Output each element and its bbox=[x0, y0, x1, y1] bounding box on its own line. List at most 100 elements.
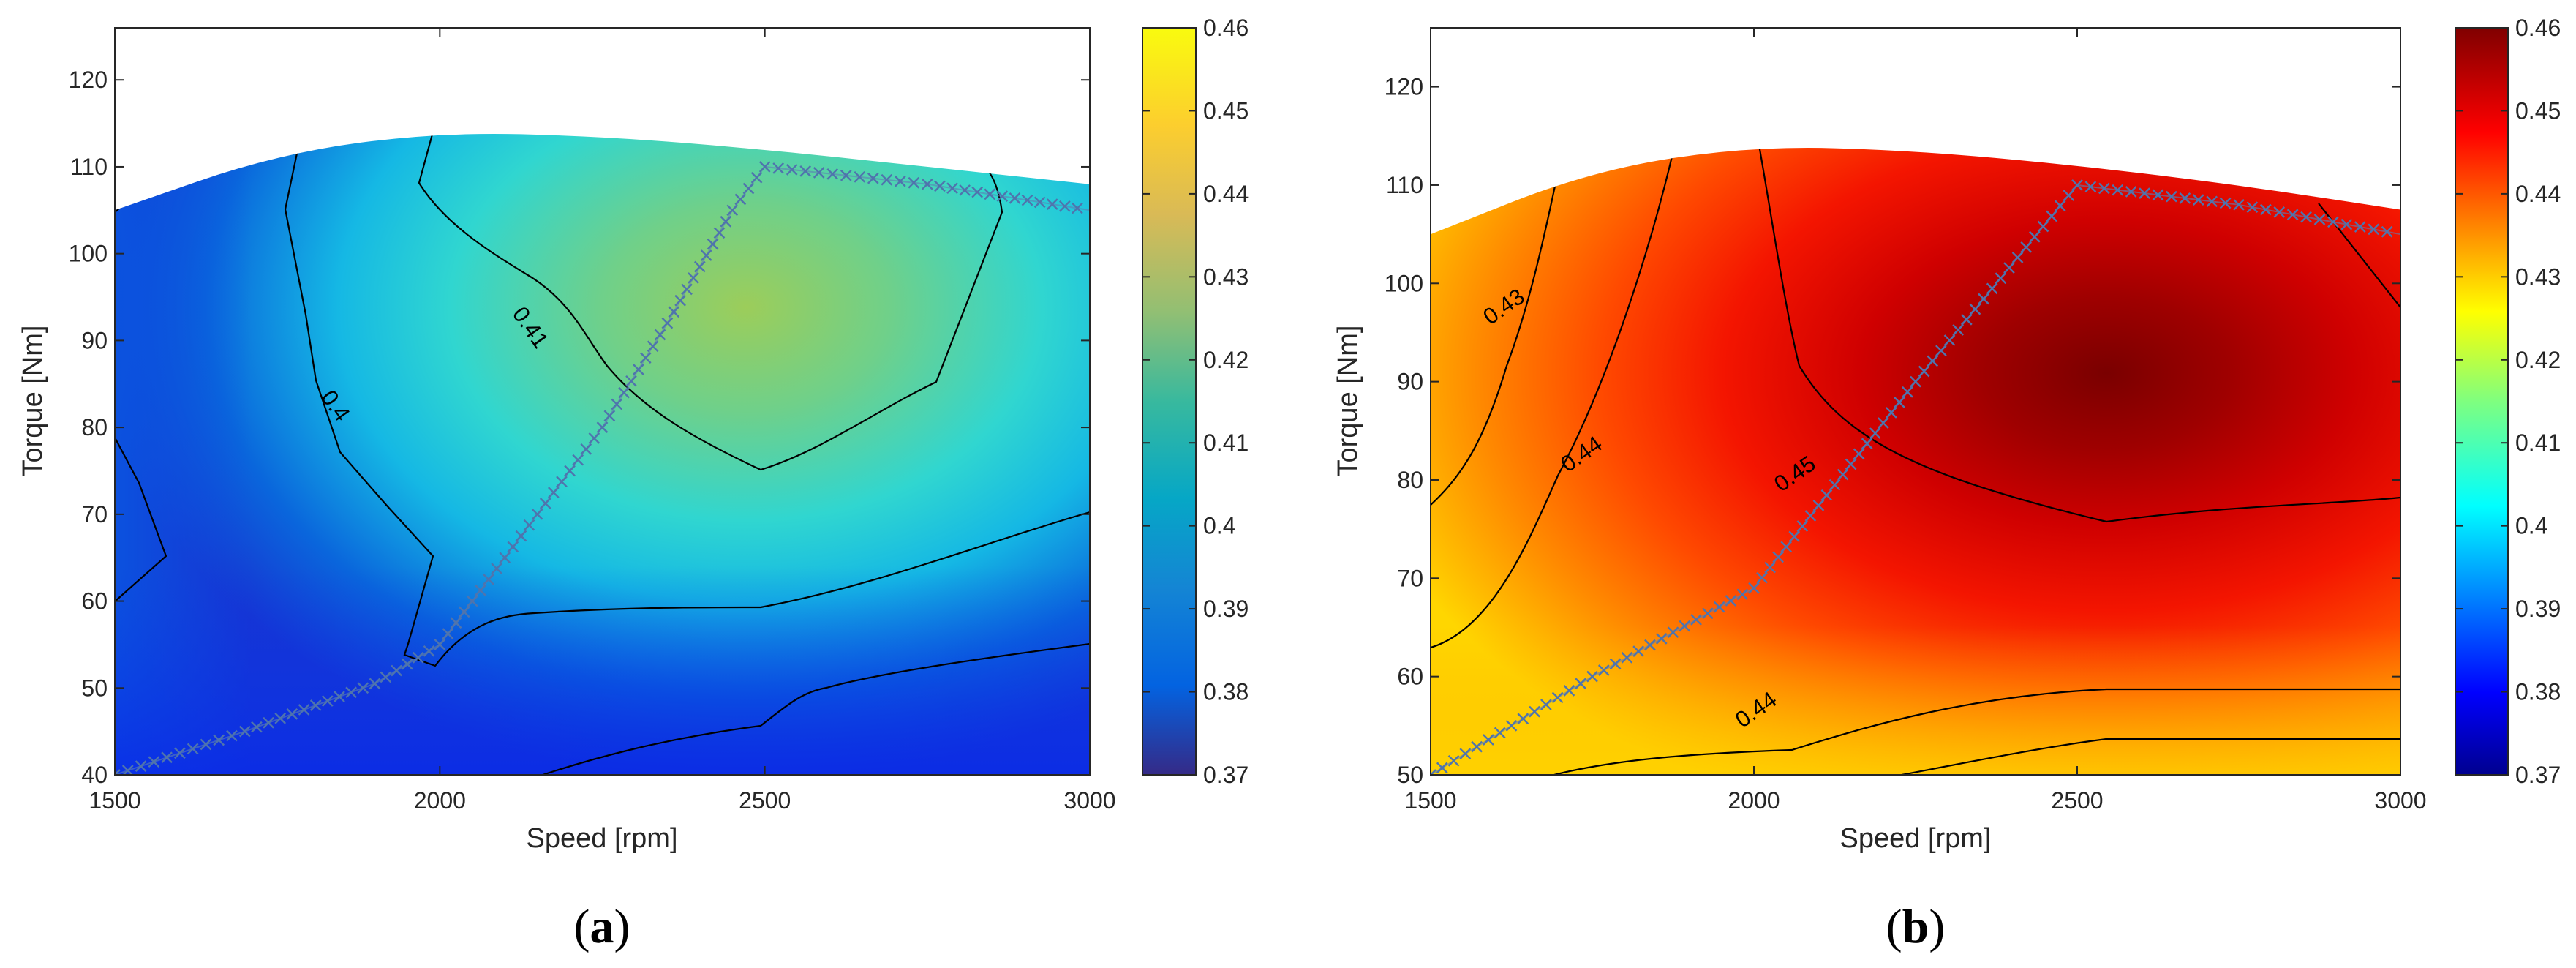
operating-point-b bbox=[2098, 182, 2110, 195]
operating-point-b bbox=[1902, 386, 1913, 398]
operating-point-a bbox=[908, 176, 920, 189]
operating-point-b bbox=[1713, 601, 1725, 613]
operating-line-a bbox=[115, 161, 1090, 775]
operating-point-a bbox=[707, 238, 719, 250]
colorbar-label-b: 0.45 bbox=[2515, 97, 2561, 124]
operating-point-b bbox=[1969, 303, 1981, 315]
colorbar-label-b: 0.44 bbox=[2515, 181, 2561, 207]
operating-point-b bbox=[2354, 221, 2366, 233]
operating-point-a bbox=[531, 508, 543, 520]
operating-point-b bbox=[1845, 458, 1857, 470]
operating-point-a bbox=[458, 606, 470, 618]
operating-point-b bbox=[2071, 179, 2083, 191]
operating-point-a bbox=[688, 272, 699, 284]
operating-point-a bbox=[466, 595, 478, 607]
operating-point-a bbox=[434, 639, 446, 650]
operating-point-a bbox=[654, 329, 666, 341]
operating-point-a bbox=[713, 227, 726, 239]
operating-point-a bbox=[148, 756, 160, 768]
operating-point-a bbox=[693, 260, 706, 273]
xtick-label-a: 2000 bbox=[414, 787, 466, 814]
operating-point-b bbox=[2166, 190, 2177, 203]
ytick-label-b: 100 bbox=[1385, 270, 1423, 296]
operating-point-b bbox=[2368, 223, 2380, 236]
operating-point-b bbox=[1690, 614, 1702, 626]
operating-point-b bbox=[2152, 189, 2164, 201]
operating-point-b bbox=[1459, 748, 1472, 760]
operating-point-a bbox=[726, 204, 739, 217]
operating-point-a bbox=[187, 743, 199, 755]
operating-point-b bbox=[1764, 561, 1776, 574]
operating-point-b bbox=[1748, 582, 1760, 594]
operating-line-b bbox=[1431, 179, 2400, 775]
operating-point-b bbox=[1586, 670, 1598, 683]
operating-point-a bbox=[840, 169, 852, 181]
operating-point-a bbox=[1058, 200, 1071, 212]
operating-point-a bbox=[483, 574, 494, 585]
operating-point-b bbox=[1861, 438, 1873, 450]
operating-point-b bbox=[1494, 727, 1506, 739]
operating-point-b bbox=[2206, 195, 2218, 208]
colorbar-label-b: 0.37 bbox=[2515, 762, 2561, 788]
operating-point-a bbox=[1009, 192, 1021, 204]
ytick-label-b: 80 bbox=[1397, 467, 1423, 493]
operating-point-b bbox=[1756, 571, 1768, 584]
operating-point-a bbox=[412, 651, 424, 664]
operating-point-a bbox=[799, 165, 812, 177]
colorbar-b: 0.37 0.38 0.39 0.4 0.41 0.42 0.43 0.44 0.45 0.46 bbox=[2455, 15, 2561, 788]
chart-panel-b: 0.430.44 0.450.44 1500 2000 2500 3000 50 60 70 8… bbox=[1333, 15, 2561, 953]
operating-point-b bbox=[1877, 417, 1889, 429]
operating-point-a bbox=[596, 421, 609, 433]
operating-point-b bbox=[1952, 324, 1965, 336]
operating-point-b bbox=[1772, 551, 1784, 563]
colorbar-label-a: 0.42 bbox=[1203, 347, 1249, 373]
operating-point-b bbox=[2273, 206, 2286, 218]
operating-point-b bbox=[1927, 355, 1939, 367]
xtick-label-a: 2500 bbox=[739, 787, 791, 814]
operating-point-b bbox=[1483, 734, 1494, 746]
operating-point-b bbox=[1736, 588, 1749, 601]
xtick-label-b: 3000 bbox=[2374, 787, 2426, 814]
operating-point-a bbox=[996, 190, 1009, 202]
operating-point-b bbox=[1986, 282, 1998, 295]
operating-point-a bbox=[813, 167, 825, 179]
operating-point-a bbox=[786, 164, 798, 176]
ytick-label-a: 60 bbox=[81, 588, 108, 615]
operating-point-a bbox=[881, 173, 893, 186]
operating-point-a bbox=[135, 760, 147, 772]
operating-point-b bbox=[2046, 210, 2057, 222]
operating-point-a bbox=[618, 386, 630, 399]
colorbar-label-b: 0.41 bbox=[2515, 429, 2561, 456]
operating-point-b bbox=[2084, 181, 2097, 193]
operating-point-a bbox=[580, 443, 592, 455]
operating-point-b bbox=[2011, 252, 2024, 263]
colorbar-label-b: 0.42 bbox=[2515, 347, 2561, 373]
operating-point-b bbox=[2192, 194, 2204, 206]
ytick-label-b: 60 bbox=[1397, 664, 1423, 690]
operating-point-b bbox=[1436, 762, 1448, 774]
operating-point-a bbox=[681, 283, 693, 296]
ytick-label-a: 90 bbox=[81, 327, 108, 353]
colorbar-a: 0.37 0.38 0.39 0.4 0.41 0.42 0.43 0.44 0.45 0.46 bbox=[1142, 15, 1249, 788]
operating-point-a bbox=[734, 193, 747, 206]
colorbar-label-a: 0.44 bbox=[1203, 181, 1249, 207]
operating-point-a bbox=[369, 678, 381, 690]
operating-point-a bbox=[700, 249, 712, 261]
operating-point-a bbox=[321, 695, 334, 707]
operating-point-b bbox=[1667, 626, 1679, 639]
operating-point-a bbox=[286, 708, 298, 720]
chart-panel-a: 0.410.4 1500 2000 2500 30004050607080901001… bbox=[18, 15, 1249, 953]
operating-point-a bbox=[200, 738, 212, 751]
operating-point-a bbox=[1072, 202, 1083, 214]
operating-point-b bbox=[1447, 754, 1460, 767]
operating-point-a bbox=[647, 340, 659, 353]
operating-point-b bbox=[1853, 448, 1865, 460]
operating-point-a bbox=[661, 317, 674, 329]
operating-point-b bbox=[1788, 530, 1801, 543]
operating-point-b bbox=[2233, 198, 2245, 211]
operating-point-a bbox=[226, 729, 238, 742]
operating-point-b bbox=[1796, 520, 1809, 532]
operating-point-b bbox=[1505, 719, 1518, 732]
operating-point-a bbox=[633, 364, 644, 375]
operating-point-a bbox=[491, 563, 502, 574]
